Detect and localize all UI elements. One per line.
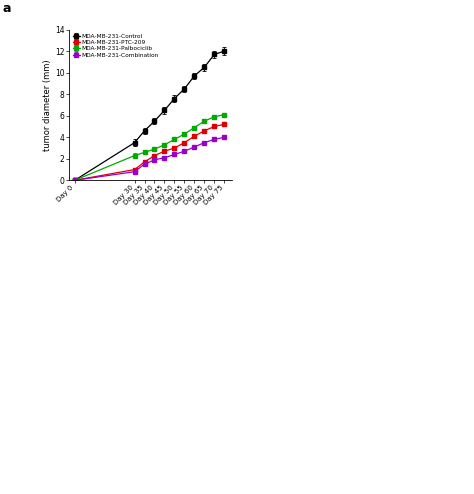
Y-axis label: tumor diameter (mm): tumor diameter (mm) (43, 59, 52, 151)
Legend: MDA-MB-231-Control, MDA-MB-231-PTC-209, MDA-MB-231-Palbociclib, MDA-MB-231-Combi: MDA-MB-231-Control, MDA-MB-231-PTC-209, … (72, 33, 160, 59)
Text: a: a (2, 2, 11, 15)
